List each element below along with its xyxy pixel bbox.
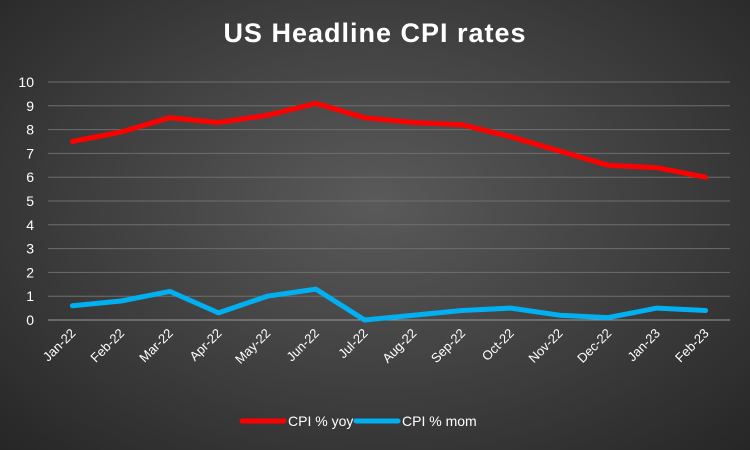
y-tick-label: 5 (26, 193, 34, 209)
y-tick-label: 7 (26, 145, 34, 161)
x-tick-label: Jul-22 (335, 326, 371, 362)
x-tick-label: Feb-23 (672, 326, 712, 366)
y-tick-label: 2 (26, 264, 34, 280)
chart-title: US Headline CPI rates (223, 18, 527, 48)
y-tick-label: 0 (26, 312, 34, 328)
y-tick-label: 1 (26, 288, 34, 304)
y-tick-label: 8 (26, 122, 34, 138)
series-line-0 (69, 100, 709, 180)
grid-lines (48, 81, 730, 321)
x-tick-label: Sep-22 (428, 326, 468, 366)
x-tick-label: May-22 (232, 326, 273, 367)
legend: CPI % yoy CPI % mom (239, 413, 477, 429)
series-lines (69, 100, 709, 323)
x-tick-label: Mar-22 (136, 326, 176, 366)
legend-label: CPI % yoy (288, 413, 353, 429)
y-tick-label: 6 (26, 169, 34, 185)
x-tick-label: Apr-22 (186, 326, 224, 364)
y-tick-label: 4 (26, 217, 34, 233)
y-tick-label: 3 (26, 241, 34, 257)
x-tick-label: Jan-23 (624, 326, 663, 365)
y-tick-label: 9 (26, 98, 34, 114)
legend-label: CPI % mom (402, 413, 477, 429)
x-tick-label: Oct-22 (479, 326, 517, 364)
x-tick-label: Aug-22 (379, 326, 419, 366)
y-tick-label: 10 (18, 74, 34, 90)
x-tick-label: Jan-22 (40, 326, 79, 365)
x-tick-label: Dec-22 (574, 326, 614, 366)
x-tick-label: Nov-22 (525, 326, 565, 366)
series-line-1 (69, 286, 709, 323)
y-axis: 0 1 2 3 4 5 6 7 8 9 10 (18, 74, 34, 328)
x-tick-label: Feb-22 (87, 326, 127, 366)
x-tick-label: Jun-22 (283, 326, 322, 365)
x-axis: Jan-22 Feb-22 Mar-22 Apr-22 May-22 Jun-22 Jul-… (40, 326, 712, 367)
